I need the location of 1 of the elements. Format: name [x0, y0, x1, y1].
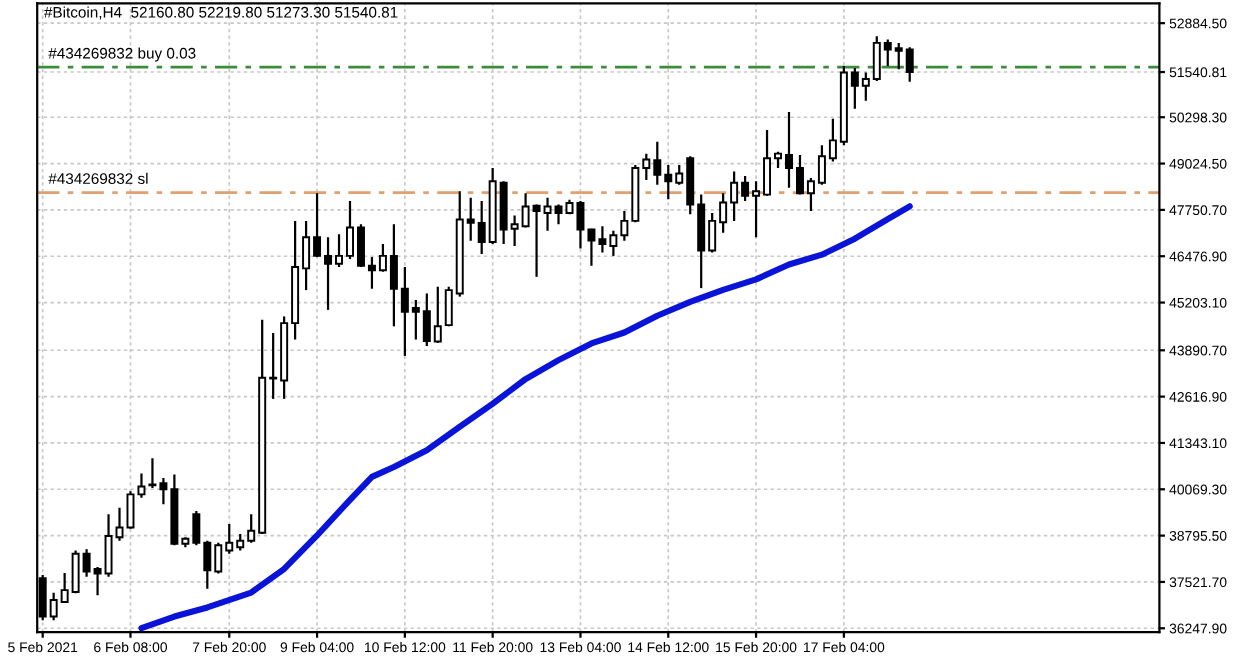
line-series: [138, 203, 913, 632]
